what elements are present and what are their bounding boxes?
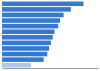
bar — [2, 13, 64, 18]
bars — [2, 2, 84, 68]
bar — [2, 24, 58, 29]
bar — [2, 29, 55, 34]
bar — [2, 63, 31, 68]
chart — [0, 0, 100, 71]
plot — [2, 2, 99, 69]
bar — [2, 52, 47, 57]
x-axis — [3, 68, 99, 69]
bar — [2, 18, 60, 23]
bar — [2, 57, 44, 62]
x-axis-line — [3, 68, 99, 69]
bar — [2, 2, 84, 7]
bar — [2, 41, 51, 46]
bar — [2, 35, 53, 40]
bar — [2, 46, 49, 51]
bar — [2, 7, 71, 12]
